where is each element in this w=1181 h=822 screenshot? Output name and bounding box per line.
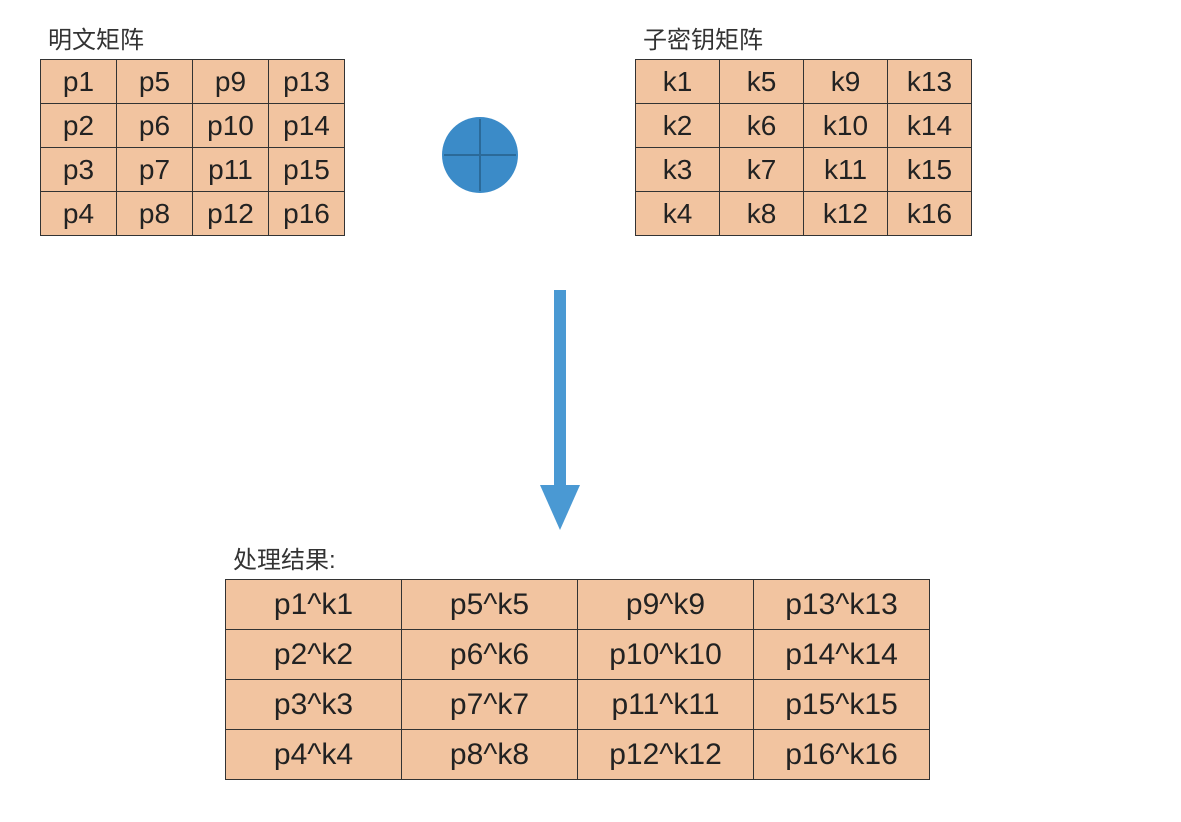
cell: k13 [888,60,972,104]
cell: k15 [888,148,972,192]
cell: p3 [41,148,117,192]
cell: p7^k7 [402,680,578,730]
cell: k16 [888,192,972,236]
cell: p10^k10 [578,630,754,680]
table-row: k4 k8 k12 k16 [636,192,972,236]
cell: p11 [193,148,269,192]
cell: p3^k3 [226,680,402,730]
cell: k6 [720,104,804,148]
cell: k12 [804,192,888,236]
cell: p6 [117,104,193,148]
cell: p15^k15 [754,680,930,730]
cell: k5 [720,60,804,104]
cell: p10 [193,104,269,148]
cell: p2^k2 [226,630,402,680]
cell: p14 [269,104,345,148]
result-matrix: p1^k1 p5^k5 p9^k9 p13^k13 p2^k2 p6^k6 p1… [225,579,930,780]
cell: p8^k8 [402,730,578,780]
cell: k10 [804,104,888,148]
cell: p14^k14 [754,630,930,680]
cell: p9^k9 [578,580,754,630]
subkey-matrix: k1 k5 k9 k13 k2 k6 k10 k14 k3 k7 k11 k15… [635,59,972,236]
cell: p1 [41,60,117,104]
cell: k7 [720,148,804,192]
cell: k14 [888,104,972,148]
cell: p13 [269,60,345,104]
result-matrix-title: 处理结果: [225,540,930,575]
cell: p4 [41,192,117,236]
table-row: k2 k6 k10 k14 [636,104,972,148]
cell: p4^k4 [226,730,402,780]
cell: k4 [636,192,720,236]
cell: p11^k11 [578,680,754,730]
cell: k8 [720,192,804,236]
cell: p9 [193,60,269,104]
subkey-matrix-title: 子密钥矩阵 [635,20,972,55]
table-row: p3 p7 p11 p15 [41,148,345,192]
cell: k2 [636,104,720,148]
plaintext-matrix-container: 明文矩阵 p1 p5 p9 p13 p2 p6 p10 p14 p3 p7 p1… [40,20,345,236]
xor-operator-icon [440,115,520,195]
cell: p2 [41,104,117,148]
table-row: p3^k3 p7^k7 p11^k11 p15^k15 [226,680,930,730]
subkey-matrix-container: 子密钥矩阵 k1 k5 k9 k13 k2 k6 k10 k14 k3 k7 k… [635,20,972,236]
cell: p12 [193,192,269,236]
cell: p1^k1 [226,580,402,630]
plaintext-matrix-title: 明文矩阵 [40,20,345,55]
cell: p5 [117,60,193,104]
table-row: p4^k4 p8^k8 p12^k12 p16^k16 [226,730,930,780]
cell: k3 [636,148,720,192]
cell: p6^k6 [402,630,578,680]
result-matrix-container: 处理结果: p1^k1 p5^k5 p9^k9 p13^k13 p2^k2 p6… [225,540,930,780]
table-row: k1 k5 k9 k13 [636,60,972,104]
table-row: p1 p5 p9 p13 [41,60,345,104]
cell: p16 [269,192,345,236]
table-row: p1^k1 p5^k5 p9^k9 p13^k13 [226,580,930,630]
cell: k11 [804,148,888,192]
cell: p8 [117,192,193,236]
table-row: p2^k2 p6^k6 p10^k10 p14^k14 [226,630,930,680]
cell: p16^k16 [754,730,930,780]
table-row: p2 p6 p10 p14 [41,104,345,148]
table-row: k3 k7 k11 k15 [636,148,972,192]
cell: p12^k12 [578,730,754,780]
cell: p7 [117,148,193,192]
cell: p13^k13 [754,580,930,630]
plaintext-matrix: p1 p5 p9 p13 p2 p6 p10 p14 p3 p7 p11 p15… [40,59,345,236]
cell: k9 [804,60,888,104]
cell: k1 [636,60,720,104]
down-arrow-icon [540,290,580,530]
cell: p5^k5 [402,580,578,630]
table-row: p4 p8 p12 p16 [41,192,345,236]
cell: p15 [269,148,345,192]
